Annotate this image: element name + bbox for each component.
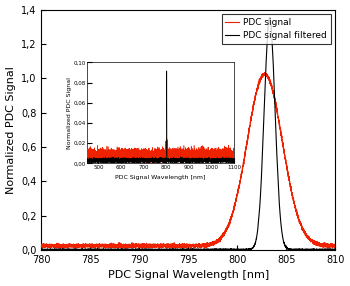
Y-axis label: Normalized PDC Signal: Normalized PDC Signal xyxy=(6,66,15,194)
Legend: PDC signal, PDC signal filtered: PDC signal, PDC signal filtered xyxy=(222,14,331,44)
X-axis label: PDC Signal Wavelength [nm]: PDC Signal Wavelength [nm] xyxy=(108,271,269,281)
